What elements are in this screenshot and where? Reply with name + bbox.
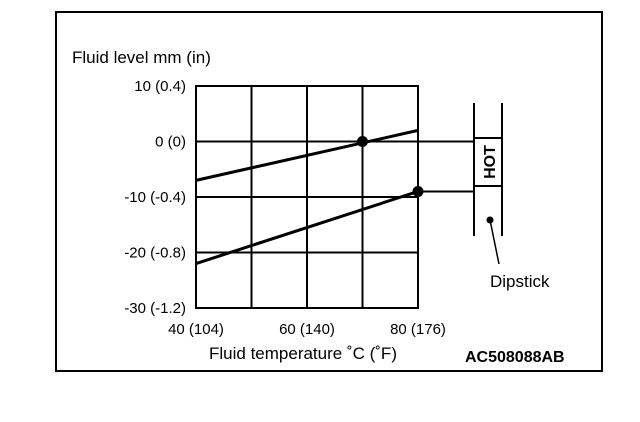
- data-marker: [357, 136, 368, 147]
- dipstick: HOT Dipstick: [473, 103, 550, 291]
- y-tick-label: -30 (-1.2): [124, 300, 186, 317]
- data-markers: [357, 136, 474, 197]
- y-tick-label: -20 (-0.8): [124, 245, 186, 262]
- x-tick-labels: 40 (104) 60 (140) 80 (176): [168, 321, 446, 338]
- y-tick-label: -10 (-0.4): [124, 189, 186, 206]
- dipstick-leader: [489, 219, 500, 265]
- series-lines: [195, 128, 419, 266]
- x-tick-label: 80 (176): [390, 321, 446, 338]
- figure-code: AC508088AB: [465, 349, 565, 366]
- y-tick-label: 0 (0): [155, 134, 186, 151]
- x-tick-label: 40 (104): [168, 321, 224, 338]
- dipstick-label: Dipstick: [490, 272, 550, 291]
- y-axis-label: Fluid level mm (in): [72, 48, 211, 67]
- data-marker: [412, 185, 424, 197]
- y-tick-label: 10 (0.4): [134, 78, 186, 95]
- x-axis-label: Fluid temperature ˚C (˚F): [209, 344, 397, 363]
- plot-grid: [195, 85, 419, 309]
- series-line-2: [195, 190, 419, 266]
- figure-frame: [55, 11, 603, 372]
- dipstick-leader-dot: [486, 216, 494, 224]
- series-line-1: [195, 128, 419, 182]
- y-tick-labels: 10 (0.4) 0 (0) -10 (-0.4) -20 (-0.8) -30 (-1…: [124, 78, 186, 317]
- hot-band-label: HOT: [482, 145, 499, 179]
- x-tick-label: 60 (140): [279, 321, 335, 338]
